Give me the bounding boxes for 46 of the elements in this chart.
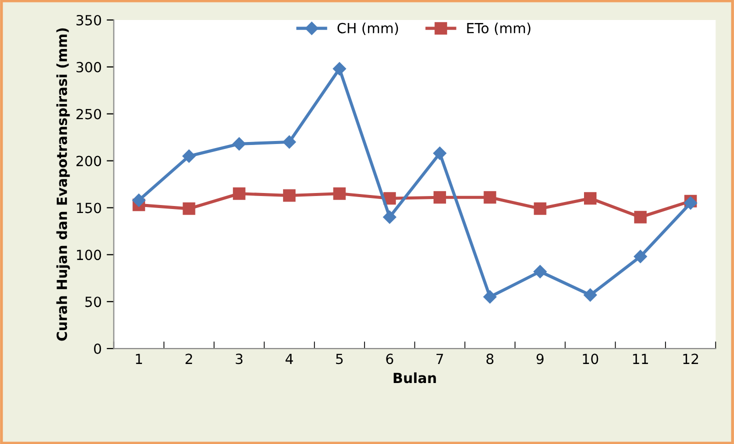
x-tick-label: 3 — [236, 354, 242, 364]
point — [634, 210, 647, 224]
point — [383, 210, 396, 224]
point — [534, 264, 547, 278]
y-tick-label: 150 — [76, 202, 102, 214]
y-tick-label: 50 — [85, 296, 102, 308]
x-tick-label: 5 — [336, 354, 343, 364]
x-tick-label: 7 — [436, 354, 444, 364]
legend-label: ETo (mm) — [467, 22, 530, 36]
point — [283, 189, 296, 202]
point — [182, 150, 196, 163]
x-tick-label: 2 — [186, 354, 192, 364]
point — [534, 202, 546, 215]
x-tick-label: 12 — [683, 354, 698, 364]
point — [434, 191, 446, 204]
y-tick-label: 0 — [94, 344, 102, 354]
point — [483, 290, 497, 304]
point — [383, 192, 396, 205]
point — [232, 137, 246, 150]
y-tick-label: 250 — [76, 108, 102, 120]
legend-label: CH (mm) — [338, 22, 398, 36]
point — [433, 146, 446, 160]
y-tick-label: 100 — [76, 250, 102, 260]
y-tick-label: 300 — [76, 62, 102, 72]
x-tick-label: 4 — [286, 354, 293, 364]
point — [232, 187, 246, 200]
y-tick-label: 350 — [76, 14, 102, 26]
point — [584, 192, 597, 205]
point — [634, 250, 648, 264]
x-tick-label: 6 — [386, 354, 394, 364]
x-tick-label: 8 — [486, 354, 494, 364]
point — [484, 191, 496, 204]
point — [584, 288, 597, 302]
x-tick-label: 10 — [582, 354, 598, 364]
y-tick-label: 200 — [76, 156, 102, 166]
x-tick-label: 1 — [136, 354, 142, 364]
x-axis-title: Bulan — [394, 372, 436, 384]
point — [282, 135, 296, 149]
y-axis-title: Curah Hujan dan Evapotranspirasi (mm) — [56, 28, 70, 341]
point — [332, 62, 346, 76]
point — [684, 196, 698, 210]
x-tick-label: 11 — [633, 354, 648, 364]
x-tick-label: 9 — [536, 354, 544, 364]
point — [333, 187, 346, 200]
point — [182, 202, 196, 215]
point — [132, 194, 146, 207]
